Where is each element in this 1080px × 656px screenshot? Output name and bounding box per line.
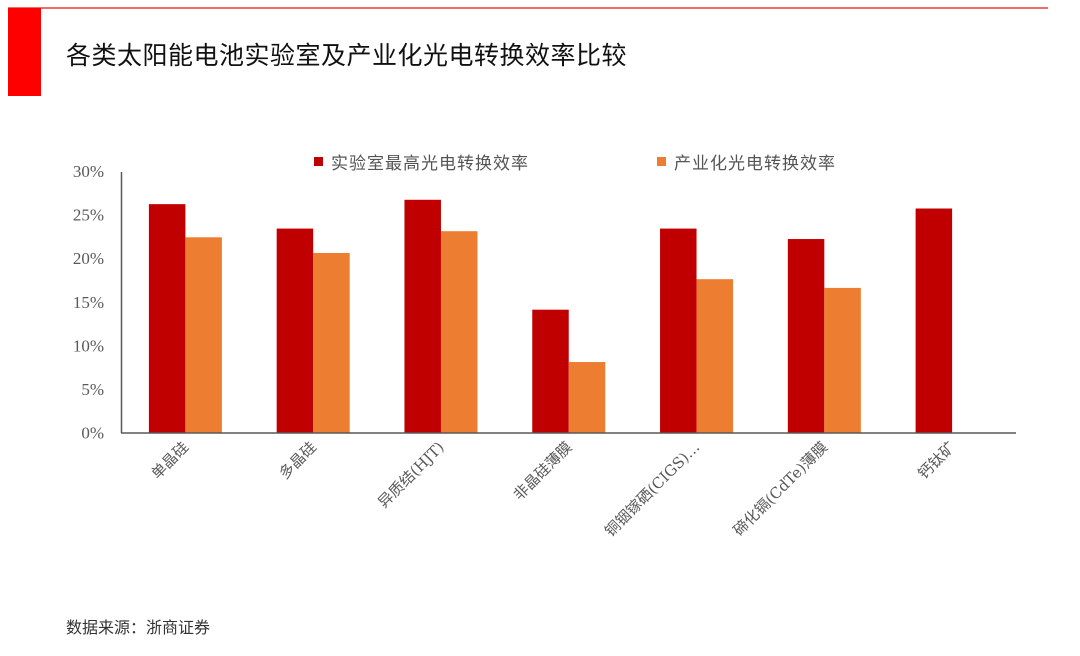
x-tick-label: 单晶硅 (148, 438, 193, 483)
bar-industrial (568, 362, 606, 433)
y-axis-ticks: 0% 5% 10% 15% 20% 25% 30% (73, 162, 104, 443)
bar-lab (787, 239, 825, 433)
bar-lab (148, 204, 186, 433)
y-tick-label: 30% (73, 162, 104, 181)
bar-lab (915, 208, 953, 433)
x-tick-label: 铜铟镓硒(CIGS)… (601, 438, 703, 540)
y-tick-label: 5% (81, 380, 104, 399)
x-tick-label: 多晶硅 (275, 438, 320, 483)
x-tick-label: 钙钛矿 (914, 438, 959, 483)
legend-label-lab: 实验室最高光电转换效率 (331, 153, 529, 174)
legend-item-lab: 实验室最高光电转换效率 (314, 150, 529, 174)
y-tick-label: 20% (73, 249, 104, 268)
bars (148, 199, 953, 433)
bar-lab (276, 228, 314, 433)
y-tick-label: 10% (73, 336, 104, 355)
header-top-rule (8, 7, 1048, 9)
legend-swatch-lab (314, 156, 323, 166)
page-title: 各类太阳能电池实验室及产业化光电转换效率比较 (66, 41, 628, 70)
bar-industrial (313, 252, 350, 433)
y-tick-label: 0% (81, 424, 104, 443)
x-tick-label: 碲化镉(CdTe)薄膜 (730, 438, 831, 539)
legend-swatch-industrial (657, 156, 666, 166)
x-tick-label: 异质结(HJT) (374, 438, 447, 511)
bar-industrial (440, 231, 478, 433)
legend-label-industrial: 产业化光电转换效率 (674, 153, 836, 174)
y-tick-label: 25% (73, 206, 104, 225)
bar-industrial (824, 287, 861, 433)
bar-industrial (185, 237, 222, 433)
bar-lab (404, 199, 441, 433)
y-tick-label: 15% (73, 293, 104, 312)
bar-lab (660, 228, 697, 433)
legend-item-industrial: 产业化光电转换效率 (657, 150, 836, 174)
header-accent-block (8, 8, 41, 96)
bar-industrial (696, 279, 734, 433)
x-tick-label: 非晶硅薄膜 (510, 438, 576, 504)
x-axis-labels: 单晶硅 多晶硅 异质结(HJT) 非晶硅薄膜 铜铟镓硒(CIGS)… 碲化镉(CdTe)薄… (148, 438, 959, 540)
data-source-note: 数据来源：浙商证券 (66, 618, 211, 637)
bar-lab (532, 309, 569, 433)
